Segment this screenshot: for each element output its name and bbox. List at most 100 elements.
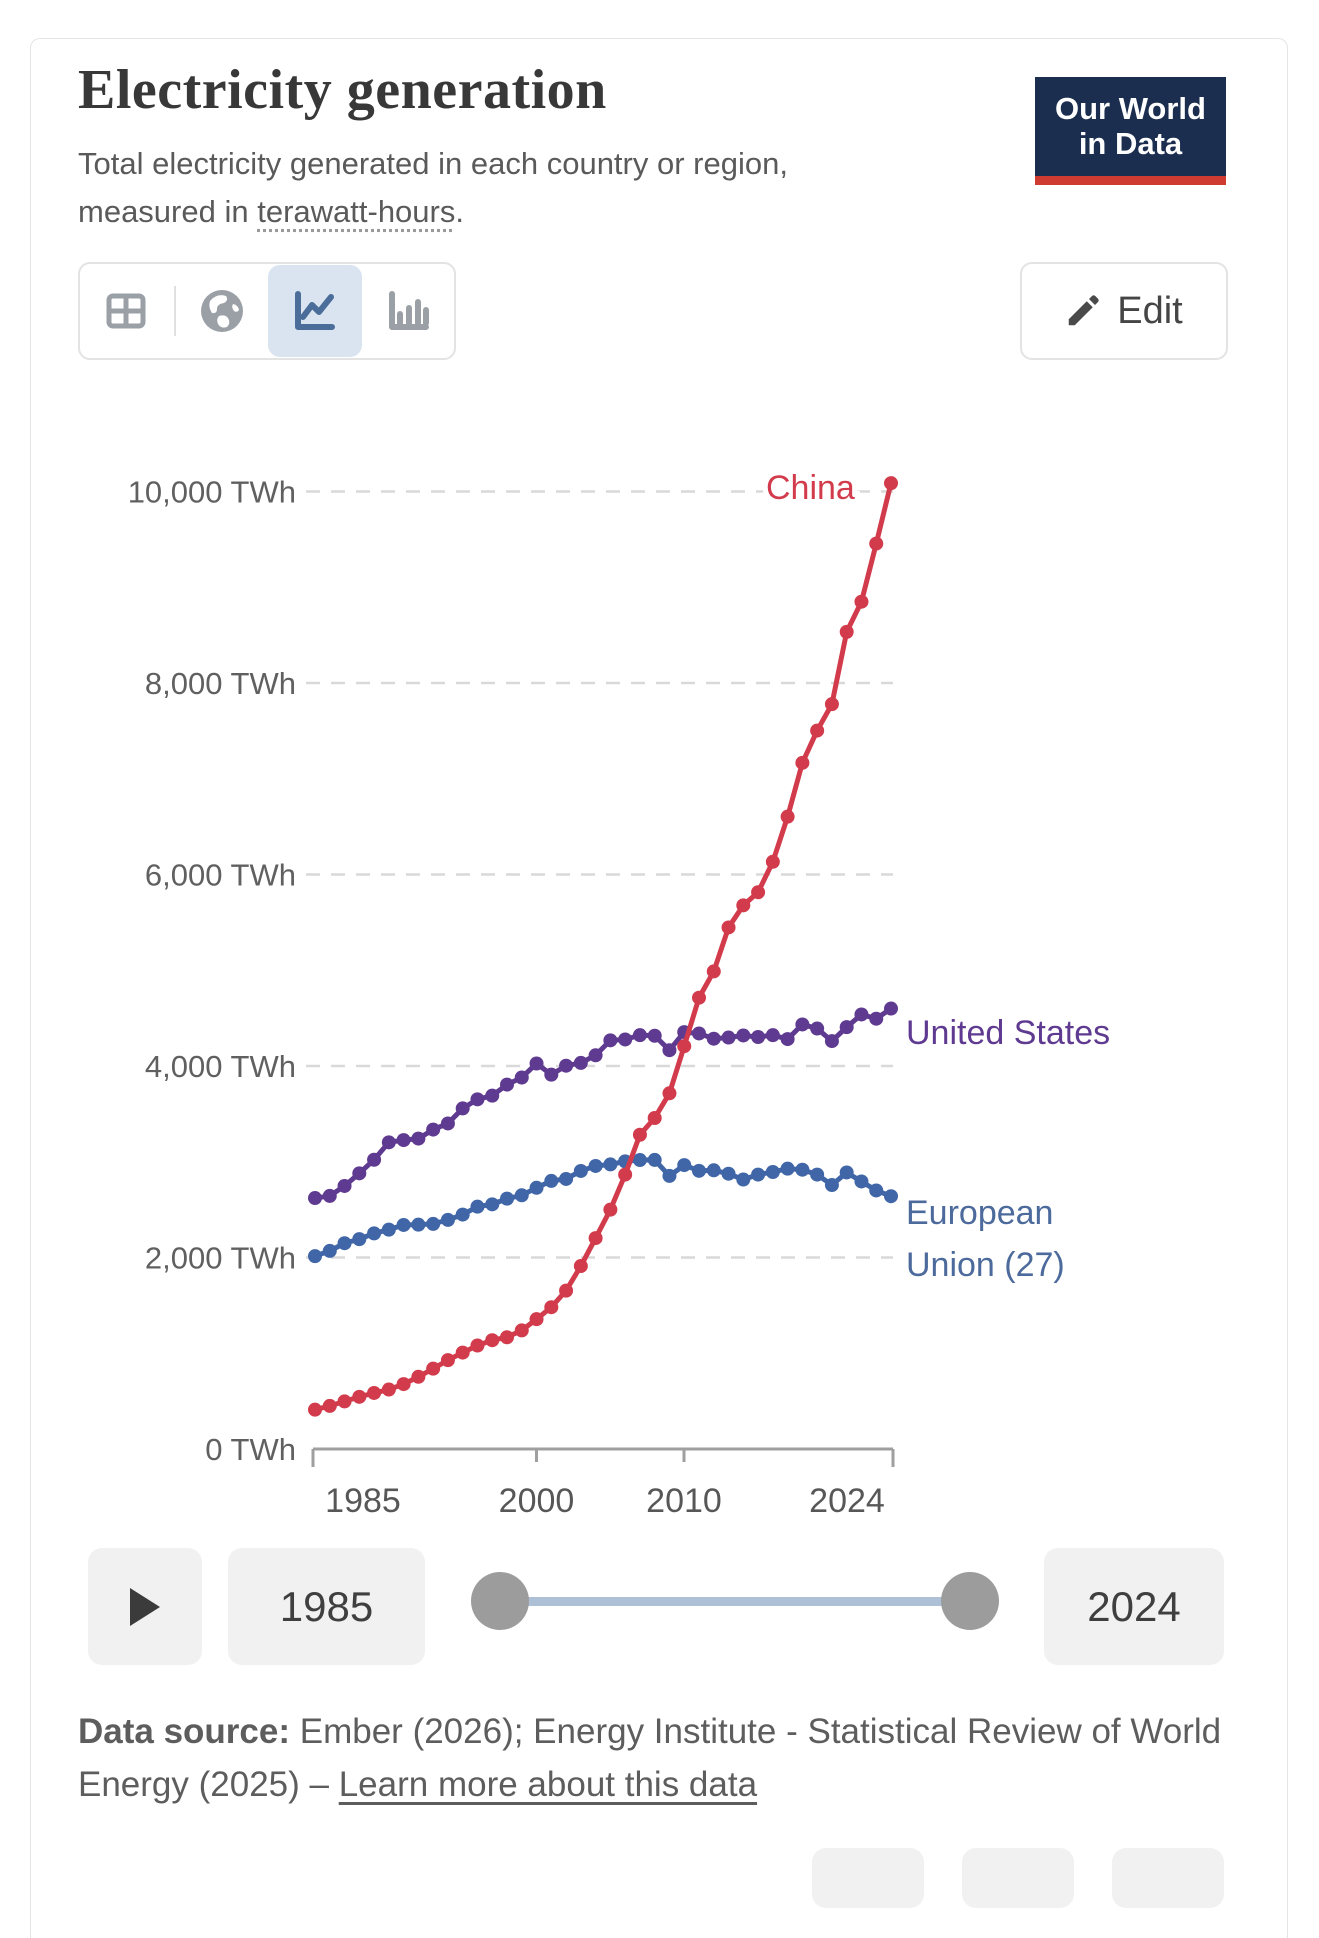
data-point-china[interactable] <box>632 1127 647 1142</box>
data-point-european-union-27-[interactable] <box>884 1189 898 1204</box>
series-line-european-union-27-[interactable] <box>314 1157 892 1259</box>
data-point-china[interactable] <box>869 536 884 551</box>
data-point-china[interactable] <box>485 1333 500 1348</box>
series-label-china[interactable]: China <box>761 464 860 512</box>
data-point-china[interactable] <box>470 1338 485 1353</box>
data-point-united-states[interactable] <box>440 1116 455 1131</box>
action-button-partial-3[interactable] <box>1112 1848 1224 1908</box>
data-point-china[interactable] <box>396 1377 411 1392</box>
data-point-united-states[interactable] <box>721 1030 736 1045</box>
data-point-european-union-27-[interactable] <box>632 1153 647 1168</box>
data-point-china[interactable] <box>559 1283 574 1298</box>
data-point-china[interactable] <box>721 920 736 935</box>
series-line-united-states[interactable] <box>314 1006 893 1201</box>
data-point-united-states[interactable] <box>647 1028 662 1043</box>
data-point-united-states[interactable] <box>780 1032 795 1047</box>
data-point-china[interactable] <box>588 1231 603 1246</box>
data-point-european-union-27-[interactable] <box>588 1158 603 1173</box>
data-point-european-union-27-[interactable] <box>810 1167 825 1182</box>
data-point-european-union-27-[interactable] <box>470 1199 485 1214</box>
action-button-partial-2[interactable] <box>962 1848 1074 1908</box>
timeline-handle-end[interactable] <box>941 1572 999 1630</box>
data-point-china[interactable] <box>544 1300 559 1315</box>
data-point-united-states[interactable] <box>884 1001 898 1016</box>
line-chart-view-button[interactable] <box>268 264 360 358</box>
data-point-china[interactable] <box>736 898 751 913</box>
data-point-european-union-27-[interactable] <box>795 1162 810 1177</box>
data-point-china[interactable] <box>692 990 706 1005</box>
data-point-united-states[interactable] <box>411 1131 426 1146</box>
data-point-european-union-27-[interactable] <box>440 1212 455 1227</box>
data-point-china[interactable] <box>529 1312 544 1327</box>
series-label-european-union-27-[interactable]: European <box>901 1189 1058 1237</box>
data-point-european-union-27-[interactable] <box>839 1165 854 1180</box>
data-point-united-states[interactable] <box>308 1191 322 1206</box>
data-point-european-union-27-[interactable] <box>573 1163 588 1178</box>
timeline-start-year[interactable]: 1985 <box>228 1548 425 1665</box>
data-point-china[interactable] <box>647 1110 662 1125</box>
data-point-united-states[interactable] <box>618 1032 633 1047</box>
data-point-united-states[interactable] <box>426 1122 441 1137</box>
data-point-china[interactable] <box>322 1398 337 1413</box>
data-point-european-union-27-[interactable] <box>529 1180 544 1195</box>
data-point-european-union-27-[interactable] <box>751 1167 766 1182</box>
data-point-china[interactable] <box>440 1353 455 1368</box>
data-point-china[interactable] <box>751 885 766 900</box>
learn-more-link[interactable]: Learn more about this data <box>338 1765 758 1805</box>
data-point-united-states[interactable] <box>322 1188 337 1203</box>
data-point-european-union-27-[interactable] <box>559 1171 574 1186</box>
data-point-united-states[interactable] <box>367 1152 382 1167</box>
data-point-united-states[interactable] <box>751 1029 766 1044</box>
data-point-european-union-27-[interactable] <box>869 1183 884 1198</box>
data-point-european-union-27-[interactable] <box>854 1174 869 1189</box>
data-point-european-union-27-[interactable] <box>337 1236 352 1251</box>
data-point-united-states[interactable] <box>632 1028 647 1043</box>
data-point-united-states[interactable] <box>470 1092 485 1107</box>
data-point-european-union-27-[interactable] <box>381 1222 396 1237</box>
data-point-united-states[interactable] <box>662 1043 677 1058</box>
data-point-european-union-27-[interactable] <box>308 1249 322 1264</box>
data-point-european-union-27-[interactable] <box>780 1161 795 1176</box>
data-point-european-union-27-[interactable] <box>544 1173 559 1188</box>
data-point-china[interactable] <box>706 964 721 979</box>
terawatt-hours-term[interactable]: terawatt-hours <box>257 194 456 230</box>
data-point-china[interactable] <box>337 1394 352 1409</box>
data-point-european-union-27-[interactable] <box>485 1197 500 1212</box>
data-point-united-states[interactable] <box>529 1056 544 1071</box>
data-point-china[interactable] <box>810 723 825 738</box>
data-point-european-union-27-[interactable] <box>603 1157 618 1172</box>
data-point-united-states[interactable] <box>396 1133 411 1148</box>
data-point-european-union-27-[interactable] <box>706 1163 721 1178</box>
data-point-china[interactable] <box>854 594 869 609</box>
data-point-china[interactable] <box>308 1402 322 1417</box>
data-point-china[interactable] <box>426 1361 441 1376</box>
data-point-china[interactable] <box>824 697 839 712</box>
data-point-european-union-27-[interactable] <box>662 1168 677 1183</box>
data-point-china[interactable] <box>884 476 898 491</box>
data-point-united-states[interactable] <box>588 1048 603 1063</box>
table-view-button[interactable] <box>80 264 172 358</box>
data-point-united-states[interactable] <box>337 1178 352 1193</box>
data-point-european-union-27-[interactable] <box>736 1172 751 1187</box>
data-point-united-states[interactable] <box>485 1088 500 1103</box>
data-point-china[interactable] <box>839 624 854 639</box>
data-point-united-states[interactable] <box>839 1020 854 1035</box>
data-point-european-union-27-[interactable] <box>455 1207 470 1222</box>
data-point-united-states[interactable] <box>500 1077 514 1092</box>
data-point-european-union-27-[interactable] <box>824 1178 839 1193</box>
data-point-european-union-27-[interactable] <box>396 1217 411 1232</box>
data-point-china[interactable] <box>662 1086 677 1101</box>
data-point-united-states[interactable] <box>869 1011 884 1026</box>
data-point-european-union-27-[interactable] <box>322 1243 337 1258</box>
data-point-european-union-27-[interactable] <box>692 1163 706 1178</box>
data-point-european-union-27-[interactable] <box>677 1158 692 1173</box>
play-button[interactable] <box>88 1548 202 1665</box>
data-point-united-states[interactable] <box>559 1058 574 1073</box>
data-point-european-union-27-[interactable] <box>514 1188 529 1203</box>
data-point-united-states[interactable] <box>455 1101 470 1116</box>
data-point-china[interactable] <box>677 1039 692 1054</box>
data-point-china[interactable] <box>618 1167 633 1182</box>
data-point-united-states[interactable] <box>544 1067 559 1082</box>
timeline-end-year[interactable]: 2024 <box>1044 1548 1224 1665</box>
data-point-united-states[interactable] <box>795 1017 810 1032</box>
